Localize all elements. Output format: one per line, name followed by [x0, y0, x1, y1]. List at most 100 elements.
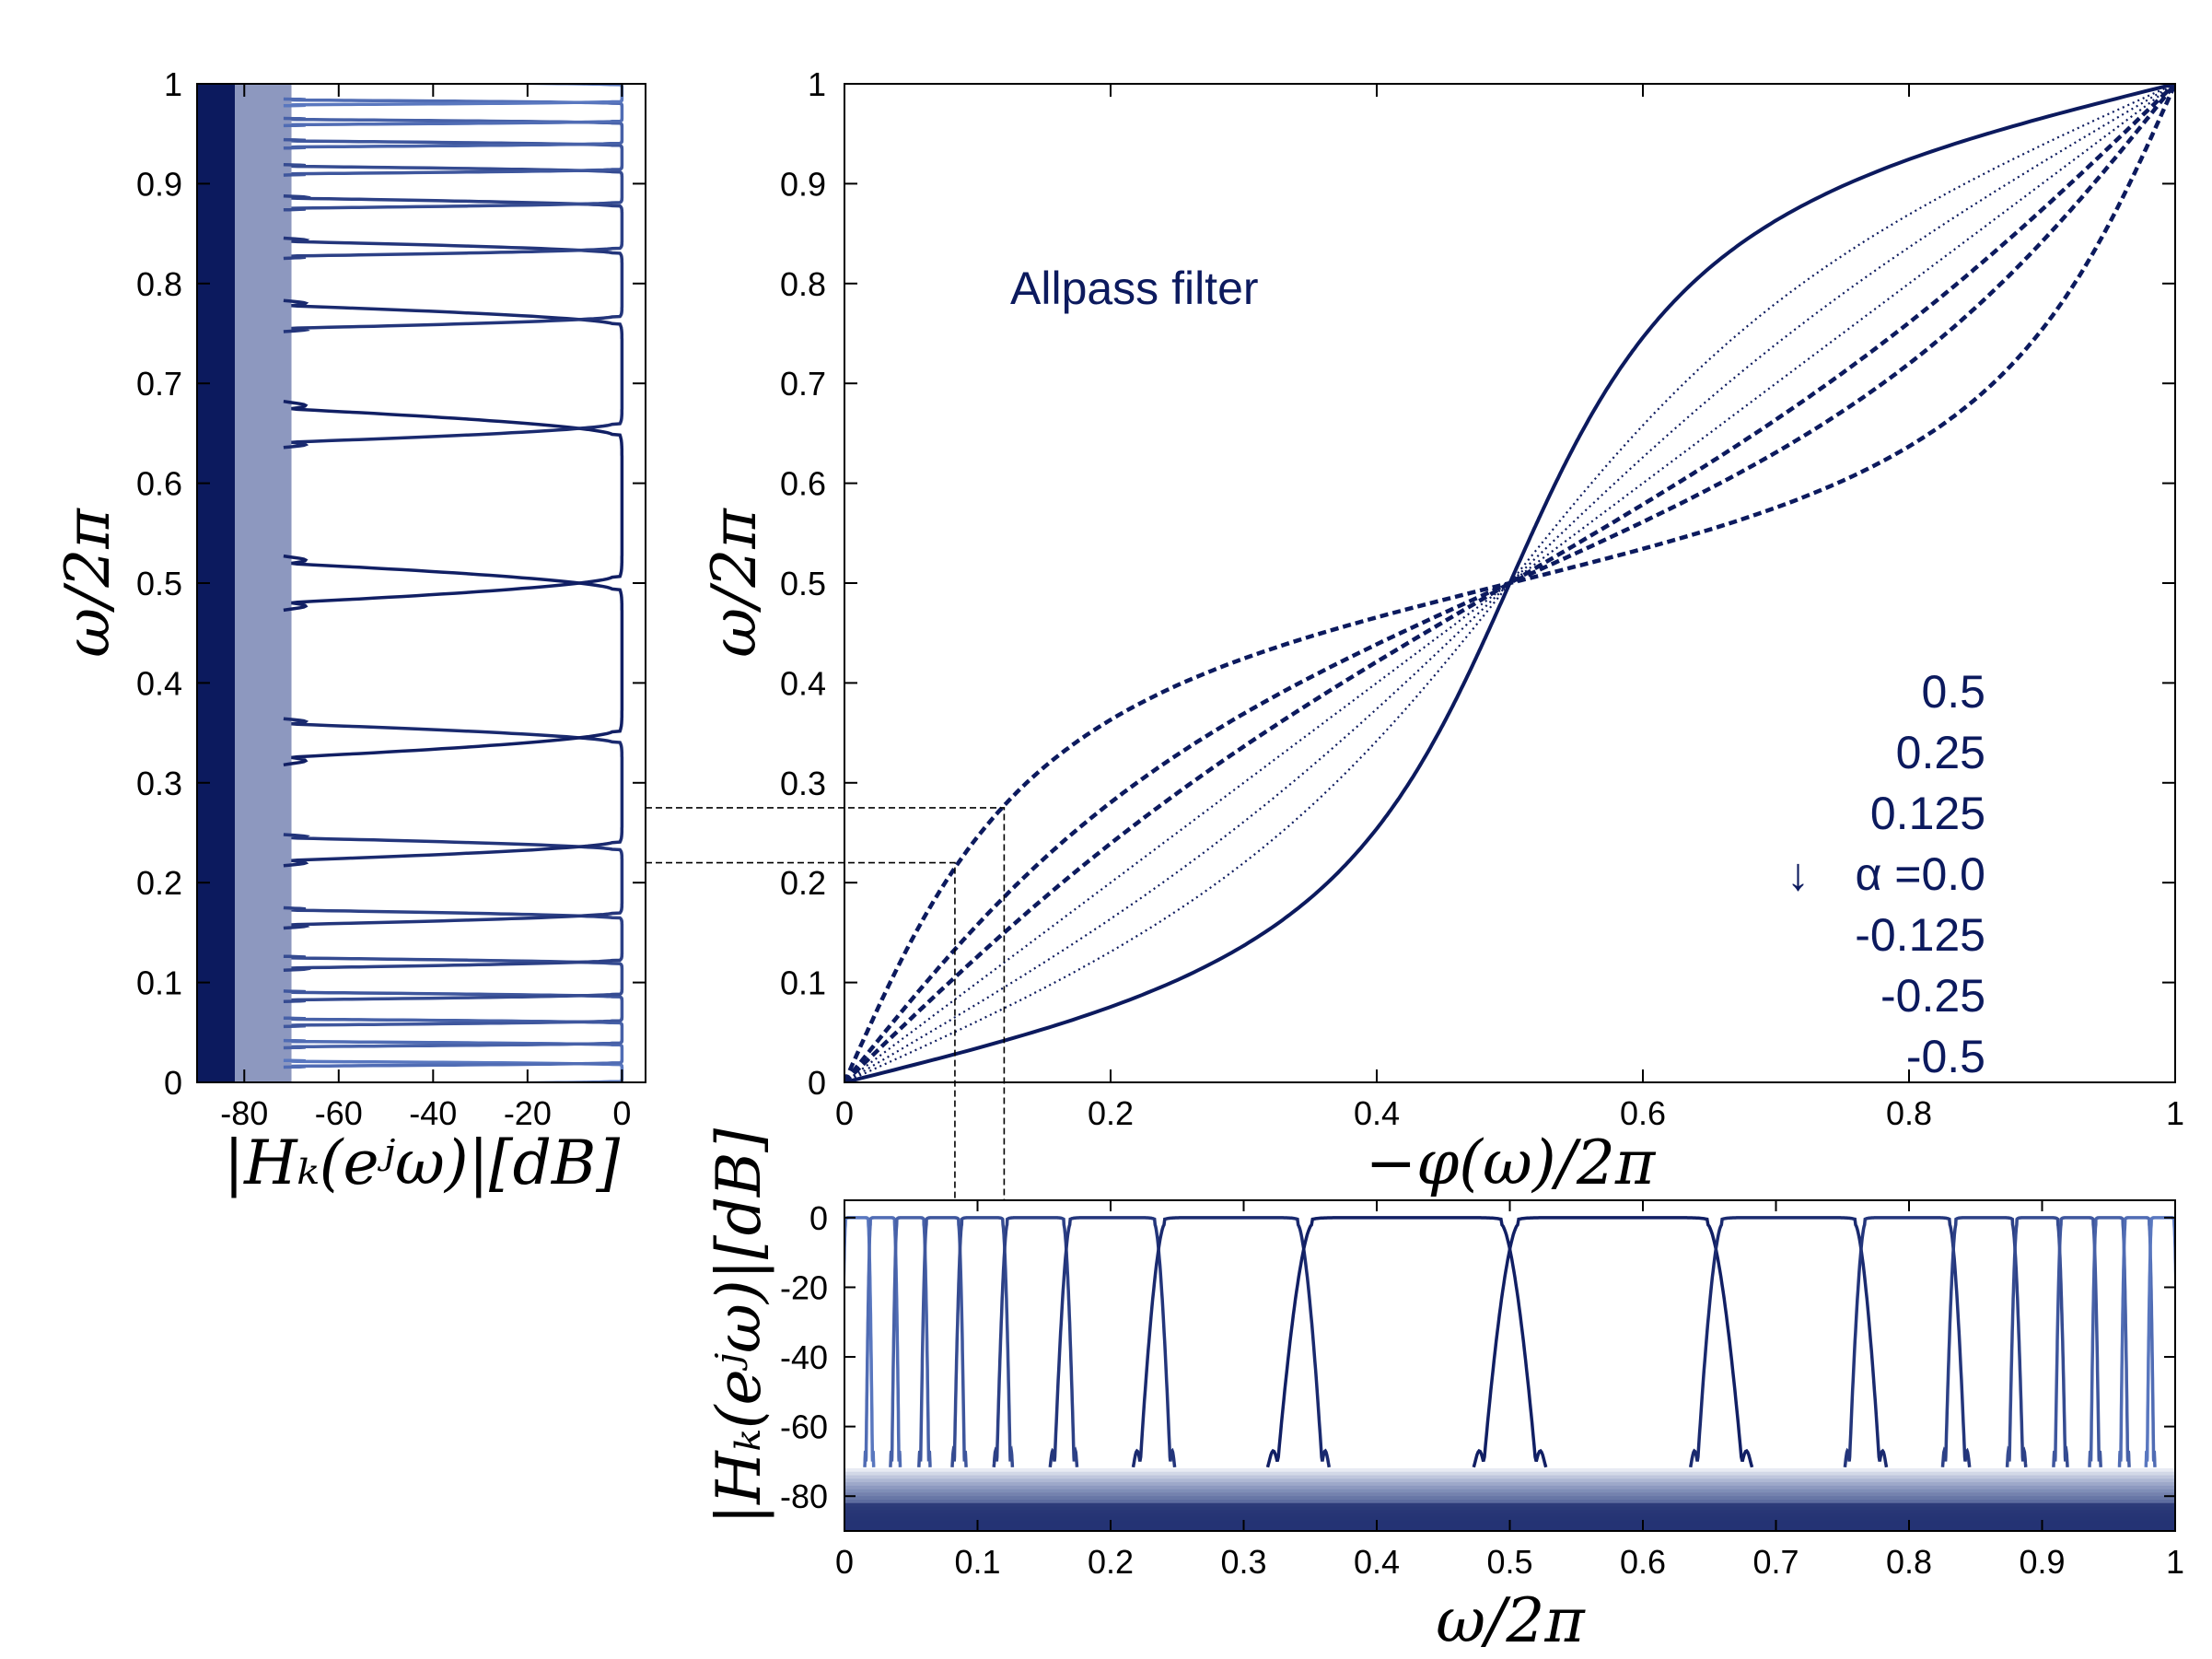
- bottom-band-curve: [863, 1216, 902, 1467]
- bottom-band-curve: [2005, 1216, 2069, 1467]
- bottom-x-tick-label: 0.8: [1886, 1543, 1932, 1581]
- bottom-x-tick-label: 1: [2166, 1543, 2184, 1581]
- bottom-x-tick-label: 0.9: [2019, 1543, 2065, 1581]
- bottom-x-tick-label: 0.2: [1088, 1543, 1134, 1581]
- bottom-y-tick-label: -20: [780, 1268, 828, 1306]
- bottom-band-curve: [917, 1216, 968, 1467]
- allpass-plot-ticks: 0 0.2 0.4 0.6 0.8 1 0 0.1 0.2 0.3 0.4 0.5 0.6 0.7 0.8 0…: [780, 65, 2184, 1132]
- left-band-curve: [283, 954, 624, 1004]
- left-x-tick-label: -60: [315, 1094, 363, 1132]
- bottom-band-curve: [950, 1216, 1015, 1467]
- left-band-curve: [283, 298, 624, 450]
- bottom-y-tick-label: 0: [809, 1199, 828, 1237]
- allpass-y-tick-label: 0.4: [780, 664, 826, 702]
- left-band-curve: [283, 1038, 624, 1069]
- left-band-curve: [283, 236, 624, 333]
- left-band-curve: [283, 905, 624, 973]
- left-band-curve: [283, 116, 624, 150]
- left-y-tick-label: 0.3: [136, 765, 182, 802]
- bottom-y-tick-label: -60: [780, 1408, 828, 1446]
- bottom-x-tick-label: 0.5: [1486, 1543, 1532, 1581]
- bottom-band-curve: [1843, 1216, 1972, 1467]
- bottom-band-curve: [2088, 1216, 2131, 1467]
- bottom-band-curve: [1472, 1216, 1754, 1468]
- alpha-legend-entry: α =0.0: [1855, 848, 1985, 900]
- left-y-tick-label: 1: [164, 65, 182, 103]
- left-band-curve: [283, 97, 624, 128]
- left-plot-ylabel: ω/2π: [52, 508, 123, 658]
- bottom-band-curve: [1131, 1216, 1332, 1468]
- bottom-band-curve: [2144, 1216, 2175, 1467]
- left-band-curve: [283, 399, 624, 613]
- bottom-band-curve: [1688, 1216, 1889, 1468]
- allpass-x-tick-label: 1: [2166, 1094, 2184, 1132]
- left-x-tick-label: -20: [504, 1094, 552, 1132]
- allpass-y-tick-label: 0.3: [780, 765, 826, 802]
- bottom-x-tick-label: 0.3: [1220, 1543, 1266, 1581]
- left-x-tick-label: -40: [409, 1094, 457, 1132]
- bottom-plot-xlabel: ω/2π: [1436, 1585, 1586, 1656]
- allpass-x-tick-label: 0.2: [1088, 1094, 1134, 1132]
- alpha-legend-entry: 0.125: [1870, 788, 1985, 839]
- left-plot-xlabel: |Hₖ(eʲω)|[dB]: [224, 1127, 620, 1198]
- bottom-band-curve: [844, 1216, 876, 1467]
- left-band-curve: [283, 193, 624, 261]
- allpass-x-tick-label: 0: [835, 1094, 854, 1132]
- guide-line-0: [646, 861, 956, 1200]
- allpass-y-tick-label: 0.9: [780, 165, 826, 203]
- allpass-y-tick-label: 0.2: [780, 864, 826, 902]
- bottom-band-curve: [992, 1216, 1079, 1467]
- left-magnitude-plot: -80 -60 -40 -20 0 0 0.1 0.2 0.3 0.4 0.5 0.6 0.7 0.8 0.…: [52, 65, 646, 1198]
- bottom-band-curve: [2117, 1216, 2157, 1467]
- allpass-x-tick-label: 0.6: [1620, 1094, 1666, 1132]
- bottom-x-tick-label: 0: [835, 1543, 854, 1581]
- left-x-tick-label: -80: [220, 1094, 268, 1132]
- alpha-legend-entry: 0.5: [1921, 666, 1985, 718]
- left-band-curve: [283, 554, 624, 767]
- bottom-band-curve: [1048, 1216, 1177, 1467]
- alpha-legend-entry: -0.5: [1906, 1031, 1985, 1082]
- left-y-tick-label: 0.2: [136, 864, 182, 902]
- left-band-curve: [283, 989, 624, 1029]
- left-y-tick-label: 0.7: [136, 365, 182, 403]
- alpha-legend-entry: -0.125: [1855, 909, 1985, 961]
- left-y-tick-label: 0.4: [136, 664, 182, 702]
- left-y-tick-label: 0: [164, 1064, 182, 1102]
- bottom-band-curve: [889, 1216, 932, 1467]
- bottom-plot-ylabel: |Hₖ(eʲω)|[dB]: [704, 1128, 774, 1525]
- allpass-y-tick-label: 1: [808, 65, 826, 103]
- phase-curve-6: [844, 84, 2175, 1082]
- bottom-x-tick-label: 0.1: [954, 1543, 1000, 1581]
- left-y-tick-label: 0.9: [136, 165, 182, 203]
- allpass-y-tick-label: 0.5: [780, 565, 826, 602]
- bottom-y-tick-label: -80: [780, 1478, 828, 1515]
- bottom-band-curve: [1265, 1216, 1548, 1468]
- bottom-x-tick-label: 0.4: [1354, 1543, 1400, 1581]
- allpass-y-tick-label: 0.6: [780, 465, 826, 503]
- bottom-band-curve: [2052, 1216, 2102, 1467]
- left-y-tick-label: 0.1: [136, 964, 182, 1002]
- left-band-curve: [283, 137, 624, 177]
- left-band-curve: [283, 833, 624, 930]
- left-stopband-shade: [235, 84, 292, 1082]
- bottom-band-curve: [1940, 1216, 2028, 1467]
- left-band-curve: [283, 162, 624, 212]
- allpass-y-tick-label: 0.1: [780, 964, 826, 1002]
- allpass-y-tick-label: 0.7: [780, 365, 826, 403]
- allpass-plot-xlabel: −φ(ω)/2π: [1366, 1127, 1657, 1198]
- allpass-x-tick-label: 0.8: [1886, 1094, 1932, 1132]
- bottom-y-tick-label: -40: [780, 1338, 828, 1376]
- allpass-phase-plot: 0 0.2 0.4 0.6 0.8 1 0 0.1 0.2 0.3 0.4 0.5 0.6 0.7 0.8 0…: [699, 65, 2184, 1198]
- allpass-y-tick-label: 0.8: [780, 265, 826, 303]
- phase-curve-4: [844, 84, 2175, 1082]
- left-magnitude-curves: [197, 84, 624, 1082]
- allpass-phase-curves: [844, 84, 2175, 1082]
- left-band-curve: [283, 717, 624, 868]
- bottom-x-tick-label: 0.7: [1752, 1543, 1799, 1581]
- phase-curve-1: [844, 84, 2175, 1082]
- guide-line-1: [646, 807, 1006, 1200]
- left-y-tick-label: 0.6: [136, 465, 182, 503]
- allpass-x-tick-label: 0.4: [1354, 1094, 1400, 1132]
- allpass-annotation: Allpass filter: [1010, 263, 1259, 314]
